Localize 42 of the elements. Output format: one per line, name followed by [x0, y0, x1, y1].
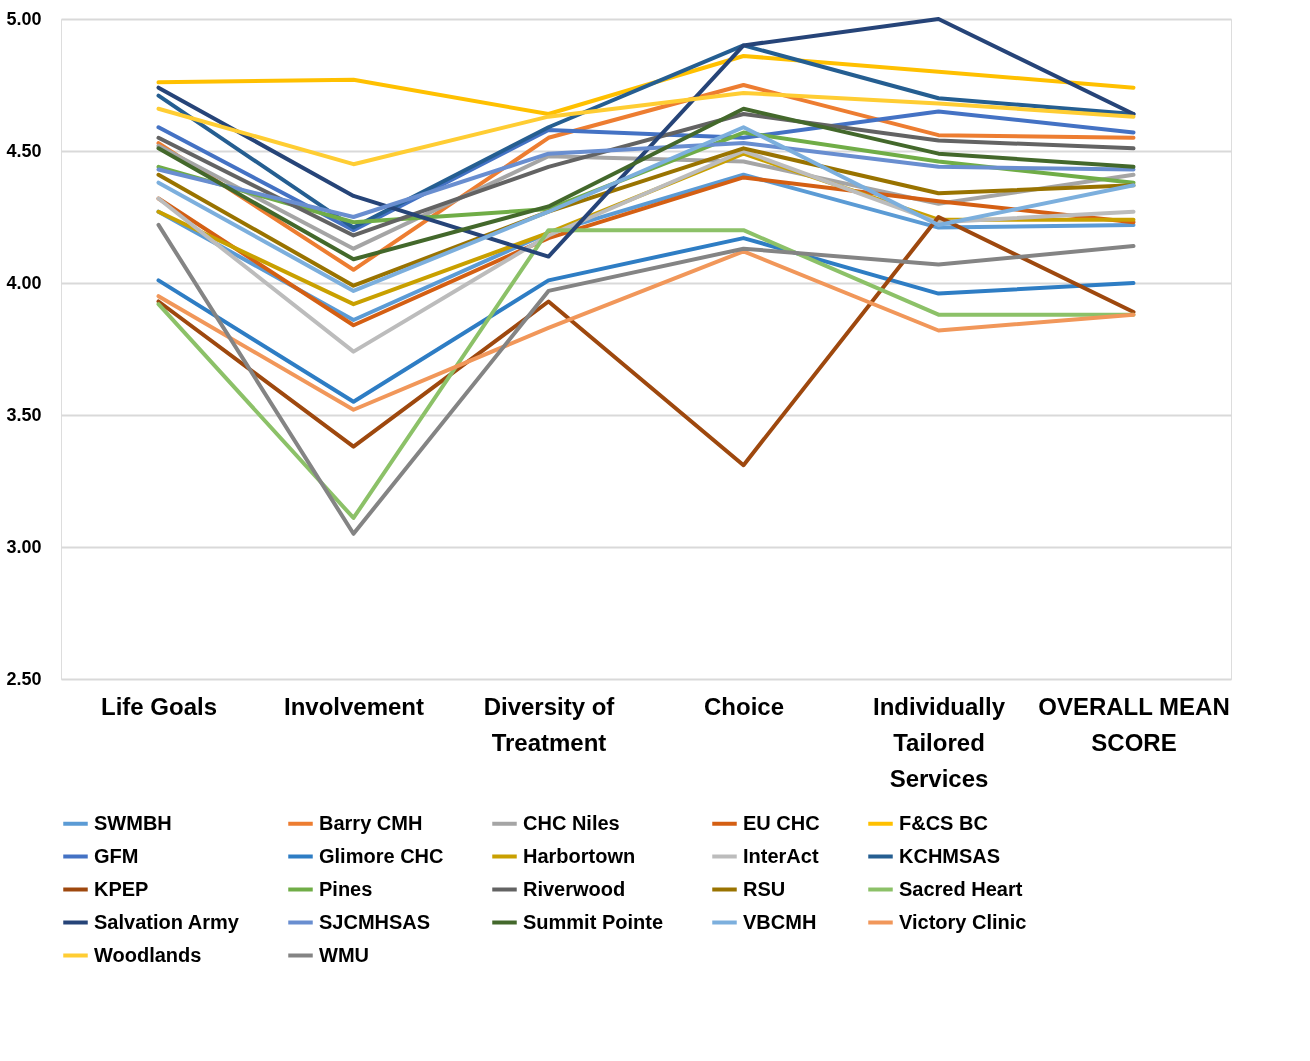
legend-label: VBCMH	[743, 910, 817, 933]
x-tick-label: Diversity of Treatment	[483, 692, 616, 756]
y-tick-label: 4.00	[6, 272, 42, 293]
legend-label: SWMBH	[94, 811, 172, 834]
legend-label: Riverwood	[523, 877, 626, 900]
legend-label: KPEP	[94, 877, 149, 900]
line-series	[156, 106, 1136, 262]
legend-label: Glimore CHC	[319, 844, 444, 867]
y-tick-label: 4.50	[6, 140, 42, 161]
legend-label: Salvation Army	[94, 910, 240, 933]
legend-label: InterAct	[743, 844, 819, 867]
legend-label: Woodlands	[94, 943, 202, 966]
legend-label: Victory Clinic	[899, 910, 1027, 933]
legend-label: WMU	[319, 943, 369, 966]
x-tick-label: Involvement	[283, 692, 425, 720]
legend-label: EU CHC	[743, 811, 820, 834]
line-series	[156, 90, 1136, 167]
legend-label: Sacred Heart	[899, 877, 1023, 900]
legend-label: KCHMSAS	[899, 844, 1001, 867]
legend-label: Barry CMH	[319, 811, 423, 834]
legend-label: CHC Niles	[523, 811, 620, 834]
line-series	[156, 17, 1136, 259]
line-series	[156, 53, 1136, 117]
y-tick-label: 5.00	[6, 8, 42, 29]
x-tick-label: Life Goals	[100, 692, 218, 720]
line-series	[156, 125, 1136, 293]
legend-label: Summit Pointe	[523, 910, 664, 933]
x-tick-label: Choice	[703, 692, 785, 720]
legend-label: Pines	[319, 877, 373, 900]
legend-label: GFM	[94, 844, 139, 867]
y-tick-label: 2.50	[6, 668, 42, 689]
legend-label: F&CS BC	[899, 811, 988, 834]
legend-label: RSU	[743, 877, 786, 900]
x-tick-label: Individually Tailored Services	[872, 692, 1006, 792]
line-series	[156, 149, 1136, 354]
y-tick-label: 3.00	[6, 536, 42, 557]
line-series	[156, 141, 1136, 219]
legend-label: SJCMHSAS	[319, 910, 431, 933]
line-series	[156, 215, 1136, 468]
x-tick-label: OVERALL MEAN SCORE	[1038, 692, 1230, 756]
y-tick-label: 3.50	[6, 404, 42, 425]
legend-label: Harbortown	[523, 844, 636, 867]
